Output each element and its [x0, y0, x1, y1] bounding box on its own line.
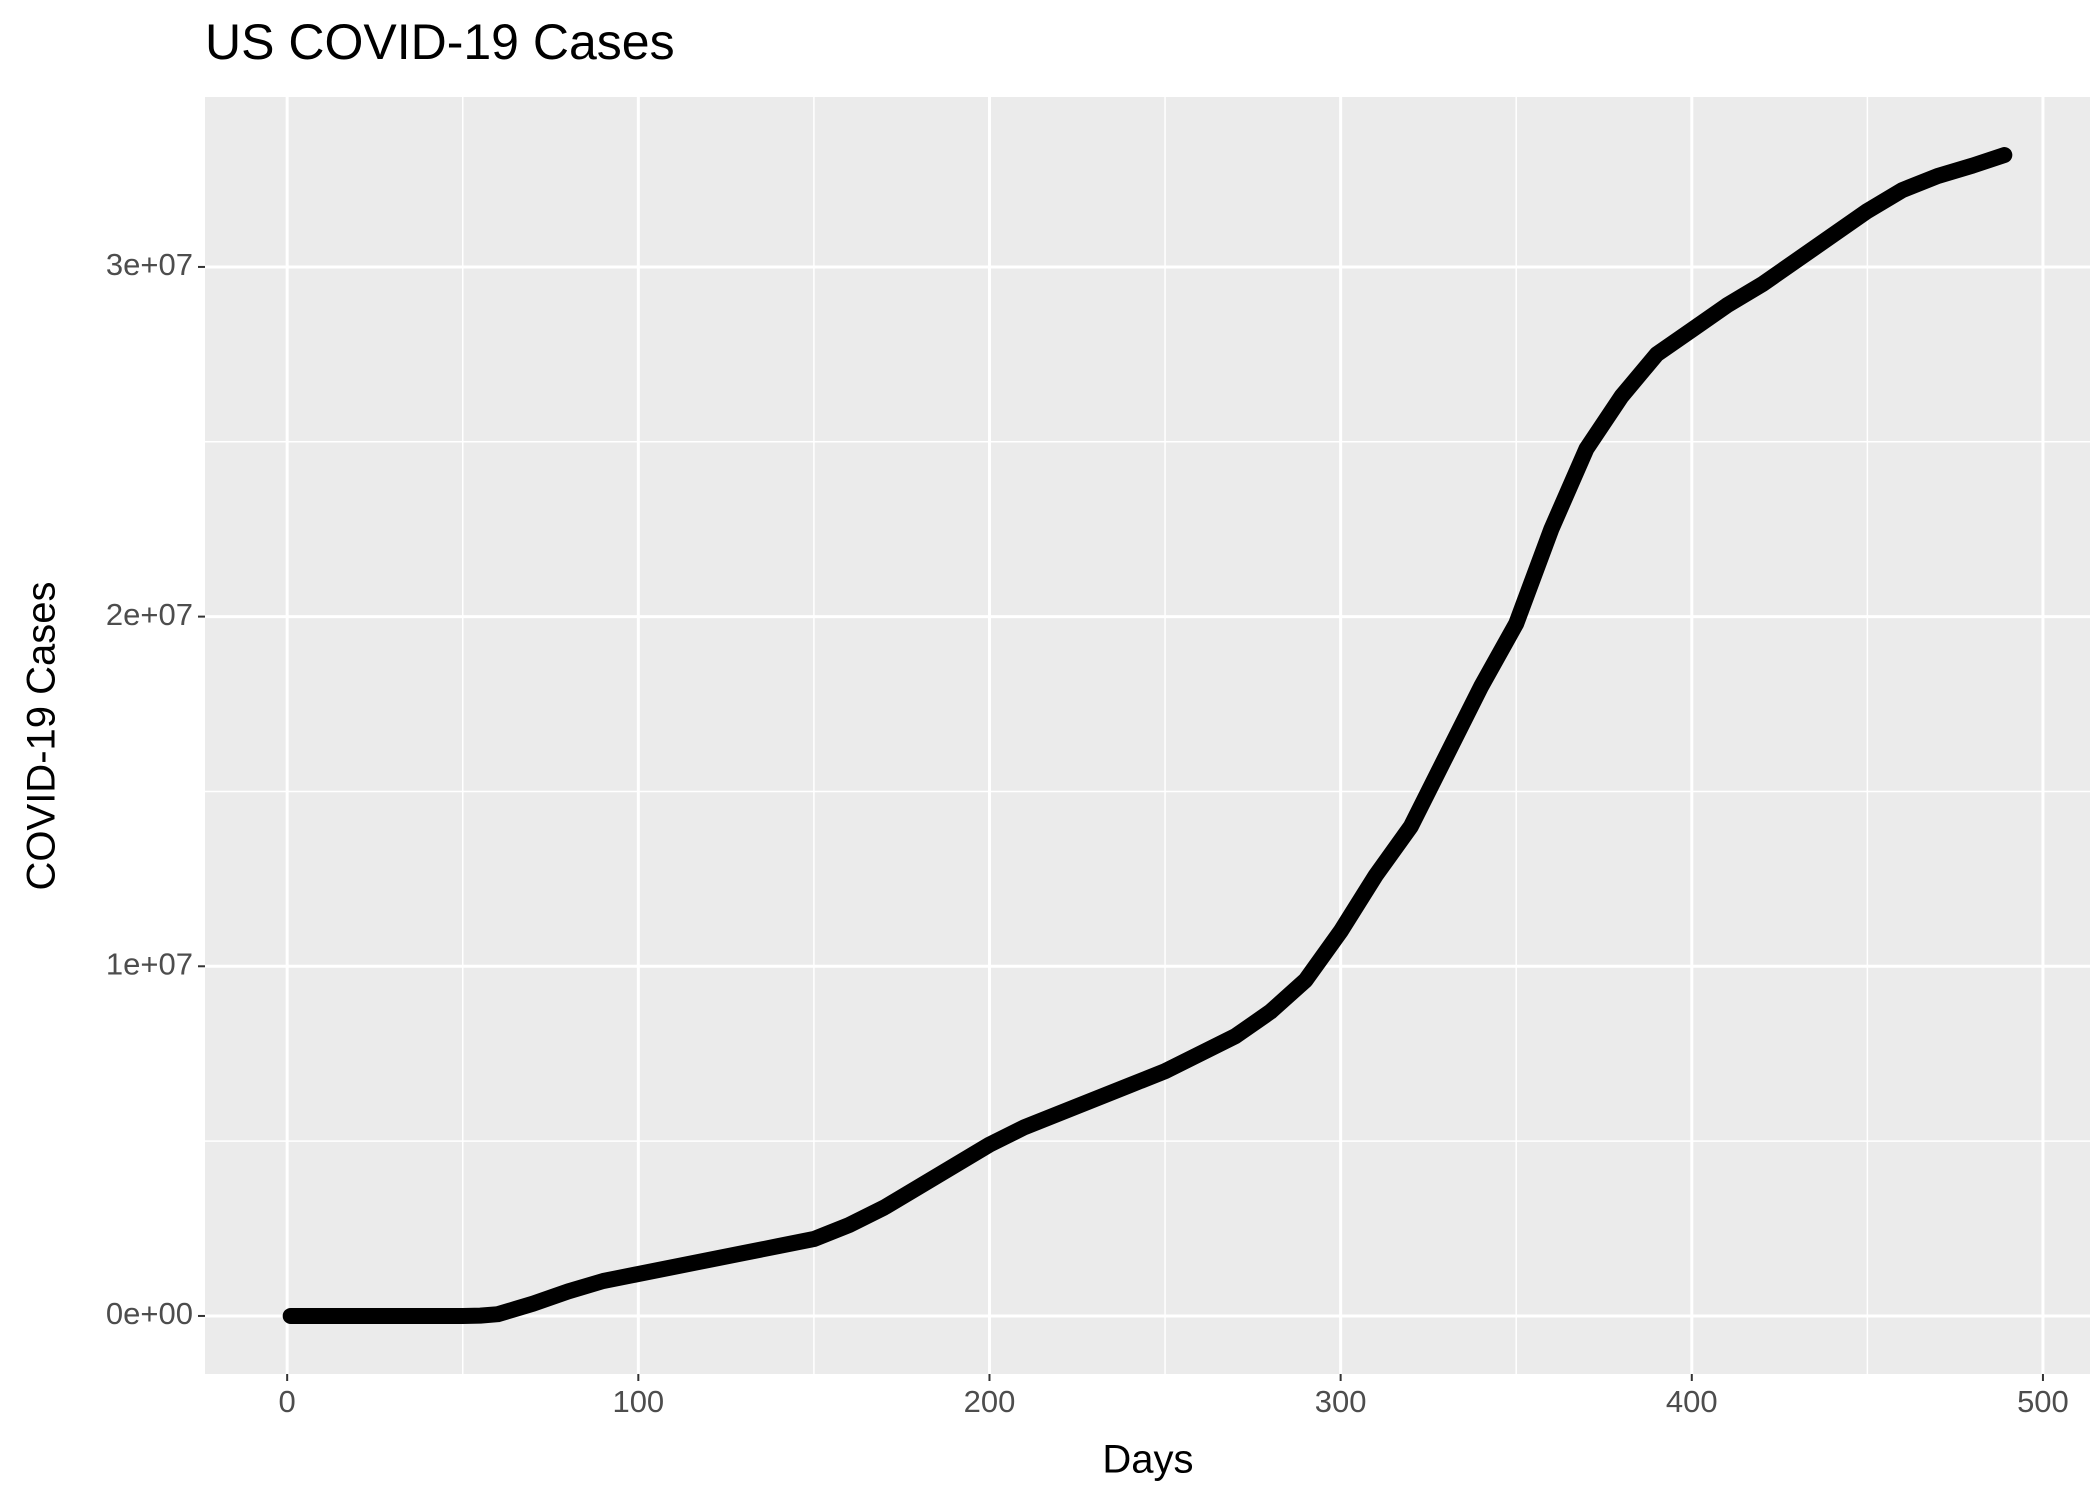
y-tick-label: 0e+00: [106, 1296, 193, 1331]
x-tick-label: 400: [1666, 1384, 1718, 1419]
y-axis-title: COVID-19 Cases: [20, 582, 64, 891]
x-tick-label: 0: [279, 1384, 296, 1419]
x-tick-label: 100: [612, 1384, 664, 1419]
x-tick-label: 500: [2017, 1384, 2069, 1419]
data-line: [282, 147, 2013, 1324]
y-tick-label: 3e+07: [106, 247, 193, 282]
x-axis-title: Days: [1102, 1438, 1193, 1482]
panel: [205, 97, 2090, 1374]
chart-title: US COVID-19 Cases: [205, 14, 675, 70]
x-tick-label: 300: [1315, 1384, 1367, 1419]
y-tick-label: 1e+07: [106, 946, 193, 981]
x-tick-label: 200: [964, 1384, 1016, 1419]
y-tick-label: 2e+07: [106, 597, 193, 632]
